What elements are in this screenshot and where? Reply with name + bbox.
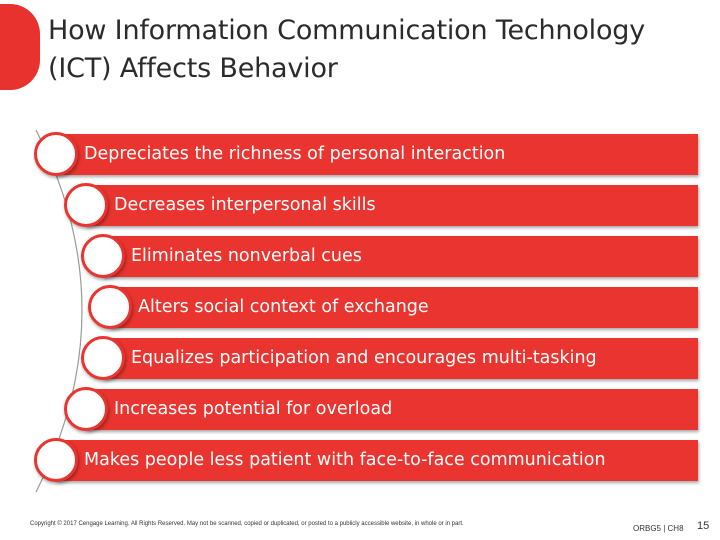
list-item: Alters social context of exchange xyxy=(88,285,698,329)
accent-bar xyxy=(0,4,40,90)
copyright-notice: Copyright © 2017 Cengage Learning. All R… xyxy=(30,521,464,527)
list-item: Decreases interpersonal skills xyxy=(64,183,698,227)
bullet-circle-icon xyxy=(81,336,125,380)
bullet-circle-icon xyxy=(88,285,132,329)
list-item: Eliminates nonverbal cues xyxy=(81,234,698,278)
item-band xyxy=(56,440,698,481)
title-line-1: How Information Communication Technology xyxy=(48,15,645,46)
slide-title: How Information Communication Technology… xyxy=(48,12,708,88)
list-item: Depreciates the richness of personal int… xyxy=(34,132,698,176)
bullet-circle-icon xyxy=(64,387,108,431)
page-number: 15 xyxy=(697,520,710,532)
list-item: Makes people less patient with face-to-f… xyxy=(34,438,698,482)
list-item: Equalizes participation and encourages m… xyxy=(81,336,698,380)
item-label: Makes people less patient with face-to-f… xyxy=(84,450,606,470)
item-band xyxy=(56,134,698,175)
item-label: Decreases interpersonal skills xyxy=(114,195,376,215)
list-item: Increases potential for overload xyxy=(64,387,698,431)
item-label: Eliminates nonverbal cues xyxy=(131,246,362,266)
item-label: Alters social context of exchange xyxy=(138,297,429,317)
bullet-circle-icon xyxy=(64,183,108,227)
item-band xyxy=(86,389,698,430)
title-line-2: (ICT) Affects Behavior xyxy=(48,53,338,84)
item-band xyxy=(103,236,698,277)
item-label: Depreciates the richness of personal int… xyxy=(84,144,506,164)
item-label: Equalizes participation and encourages m… xyxy=(131,348,597,368)
item-band xyxy=(103,338,698,379)
bullet-circle-icon xyxy=(34,438,78,482)
course-label: ORBG5 | CH8 xyxy=(633,524,684,533)
bullet-circle-icon xyxy=(34,132,78,176)
bullet-circle-icon xyxy=(81,234,125,278)
item-label: Increases potential for overload xyxy=(114,399,393,419)
item-band xyxy=(110,287,698,328)
item-band xyxy=(86,185,698,226)
